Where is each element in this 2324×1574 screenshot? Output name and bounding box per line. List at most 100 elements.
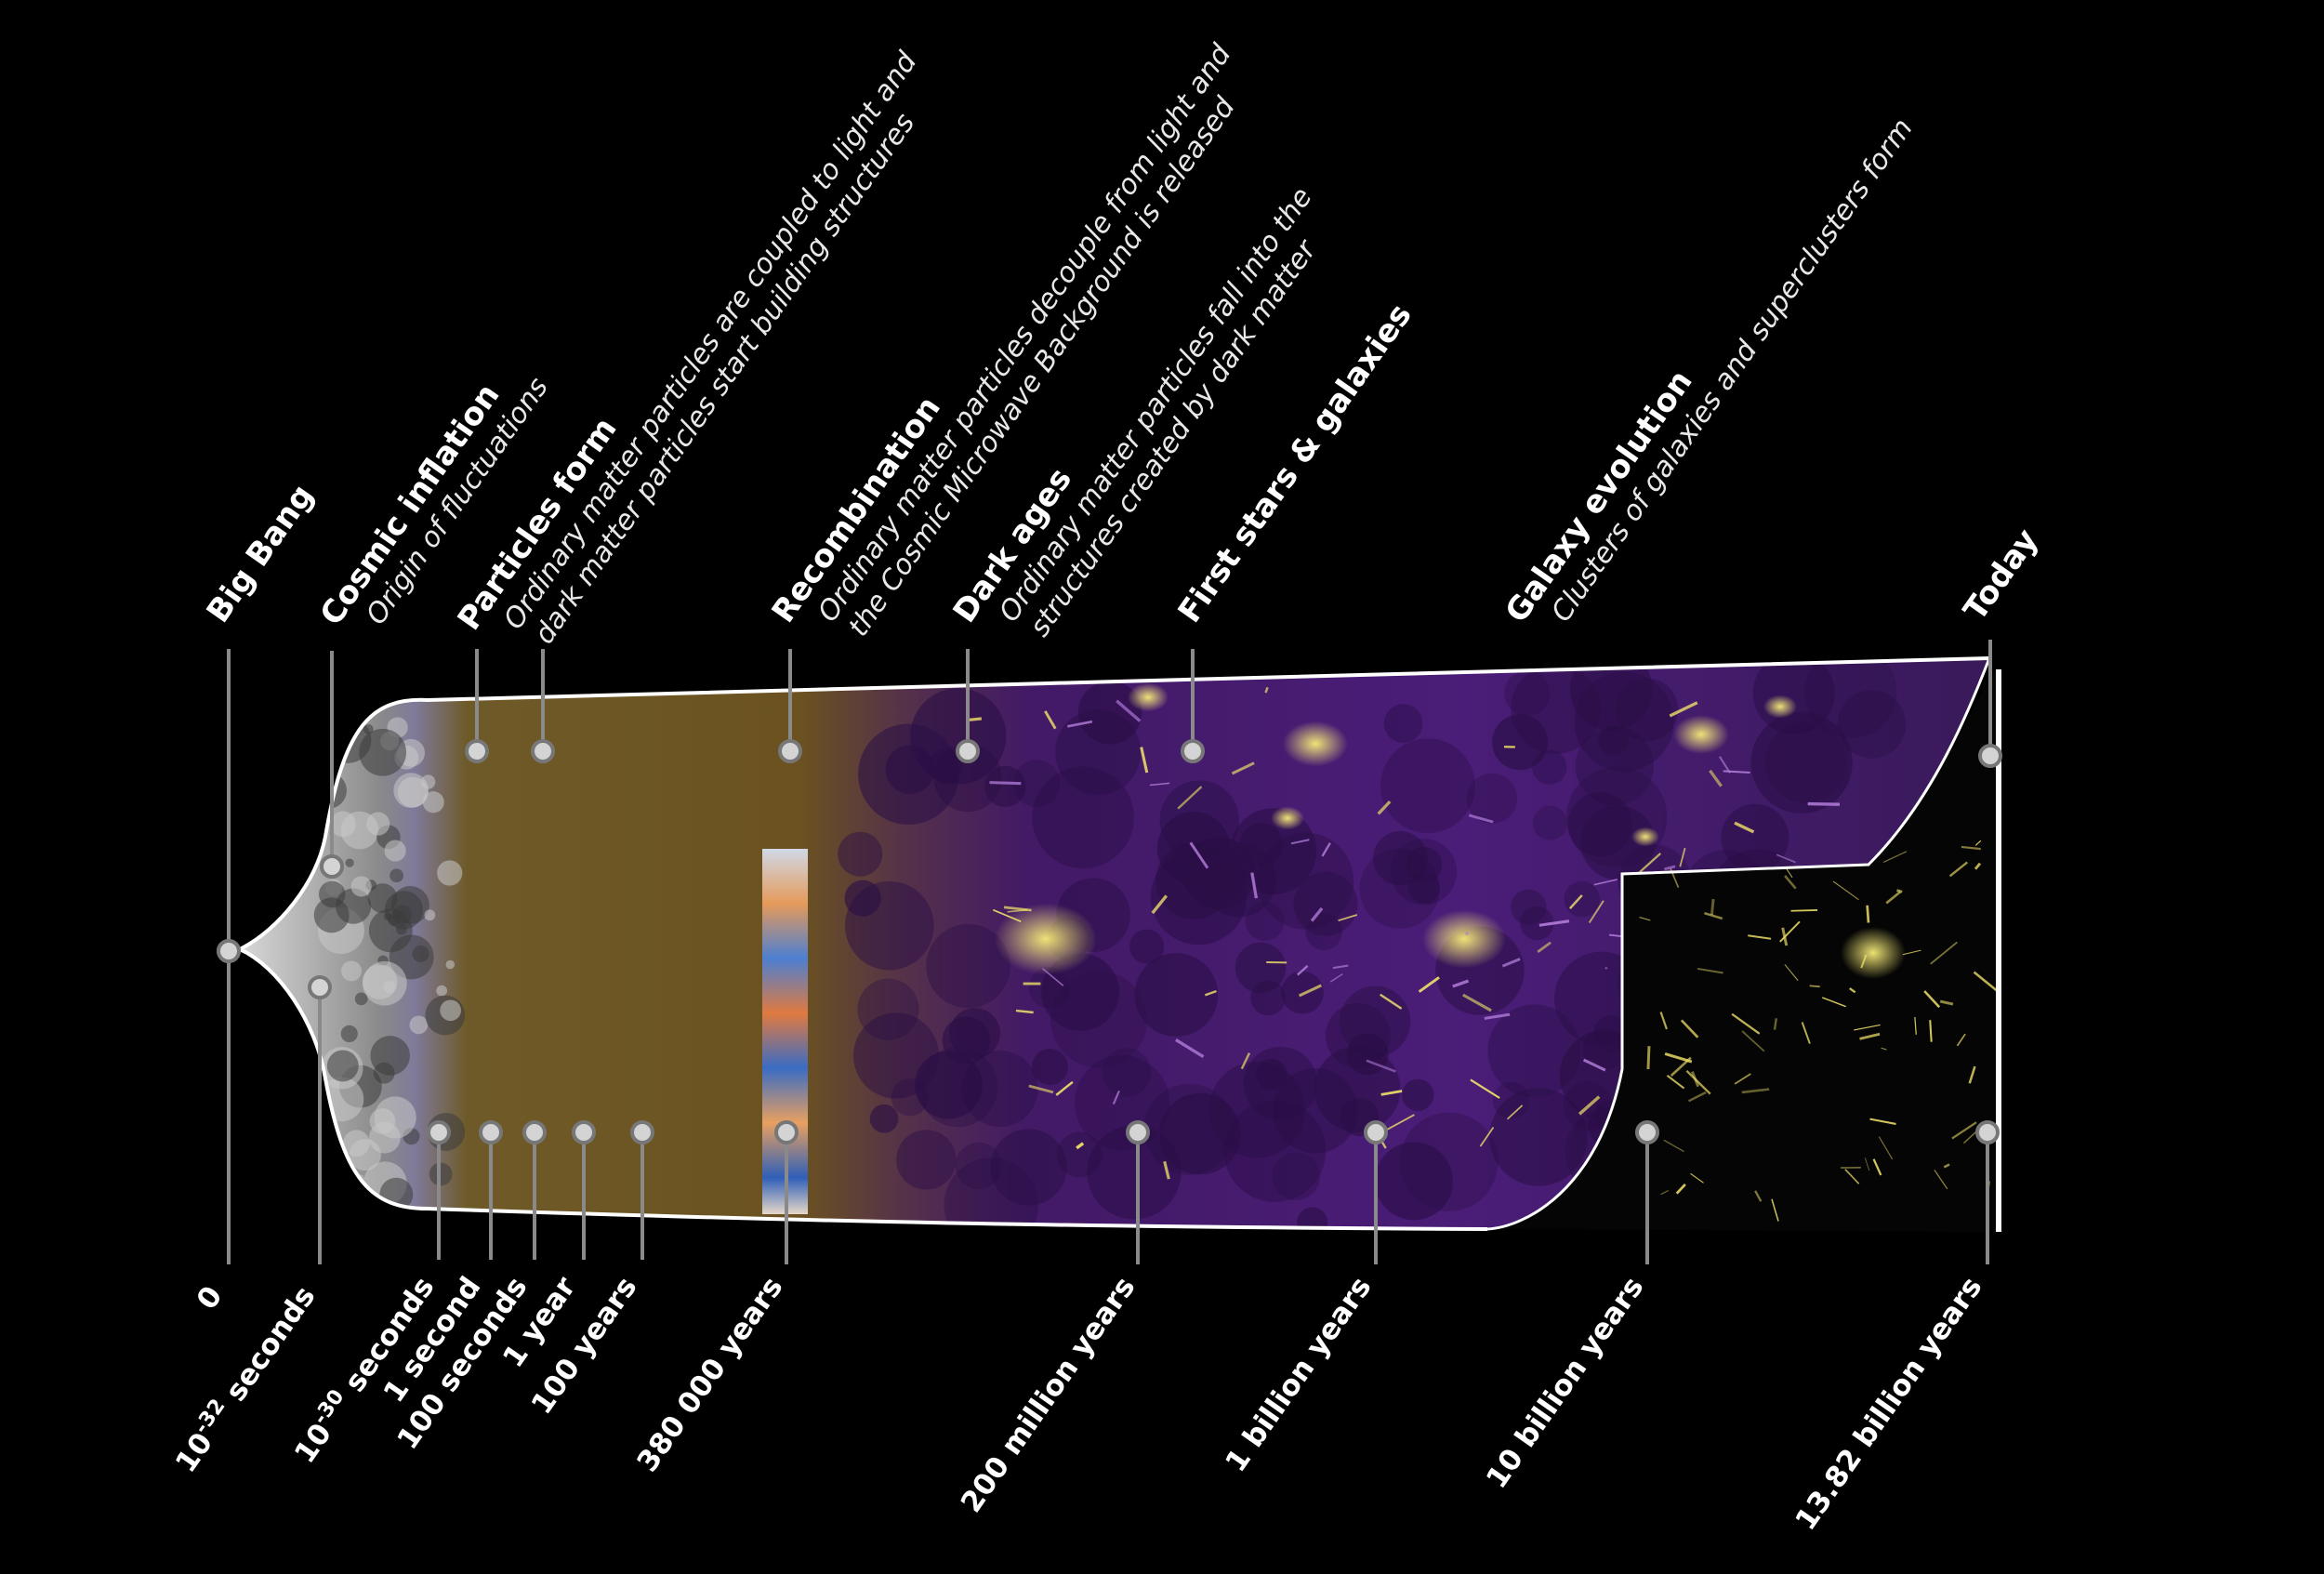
filament xyxy=(1731,1012,1761,1035)
filament xyxy=(1961,845,1981,851)
void xyxy=(869,1104,899,1133)
filament xyxy=(1704,912,1723,920)
filament xyxy=(1974,840,1982,846)
filament xyxy=(1112,1090,1120,1105)
marker-t-380ky xyxy=(774,1120,799,1144)
void xyxy=(955,1142,1002,1190)
bubble xyxy=(370,1036,410,1076)
filament xyxy=(1690,1172,1704,1184)
time-base: 10 xyxy=(169,1427,219,1479)
filament xyxy=(1149,782,1170,787)
filament xyxy=(1338,914,1358,922)
filament xyxy=(1666,1074,1685,1090)
void xyxy=(1201,842,1277,918)
void xyxy=(1032,766,1134,869)
filament xyxy=(1321,842,1331,857)
filament xyxy=(1380,1090,1403,1096)
marker-particles-form xyxy=(465,739,489,763)
bubble xyxy=(367,883,398,914)
time-base: 10 billion years xyxy=(1480,1271,1651,1495)
filament xyxy=(1930,941,1958,965)
void xyxy=(1399,1112,1499,1211)
void xyxy=(1272,1152,1321,1200)
filament xyxy=(992,908,1022,922)
marker-inflation-upper xyxy=(320,854,344,879)
filament xyxy=(1462,993,1492,1012)
filament xyxy=(1076,1142,1085,1150)
filament xyxy=(1140,747,1149,774)
today-filaments xyxy=(1639,840,2001,1222)
void xyxy=(844,880,881,917)
void xyxy=(845,880,934,971)
void xyxy=(1487,1004,1581,1098)
bubble xyxy=(445,959,456,970)
event-title: Big Bang xyxy=(200,478,322,629)
bubble xyxy=(359,728,407,776)
filament xyxy=(1779,920,1801,943)
time-base: 10 xyxy=(288,1418,338,1470)
bubble xyxy=(349,1138,381,1171)
filament xyxy=(1646,1046,1651,1070)
filament xyxy=(1067,720,1093,728)
filament xyxy=(1664,865,1676,871)
marker-t-100y xyxy=(630,1120,654,1144)
timeline-markers xyxy=(217,739,2002,1144)
time-base: 13.82 billion years xyxy=(1789,1271,1988,1537)
filament xyxy=(1688,1091,1707,1103)
filament xyxy=(1537,941,1552,953)
filament xyxy=(1902,949,1921,956)
event-big-bang: Big Bang xyxy=(200,478,322,629)
bubble xyxy=(436,985,448,997)
filament xyxy=(1377,800,1392,815)
time-label-t-380ky: 380 000 years xyxy=(630,1271,789,1478)
bubble xyxy=(363,960,407,1006)
filament xyxy=(1741,1030,1765,1052)
today-edge xyxy=(1996,669,2001,1232)
filament xyxy=(1685,1069,1711,1095)
void xyxy=(1408,872,1440,905)
event-today: Today xyxy=(1957,522,2046,628)
void xyxy=(1314,1046,1401,1132)
filament xyxy=(1578,1095,1601,1116)
filament xyxy=(1593,879,1618,886)
bubble xyxy=(384,840,406,862)
filament xyxy=(1055,1080,1074,1096)
filament xyxy=(1296,964,1309,976)
filament xyxy=(1974,862,1982,870)
filament xyxy=(1790,909,1818,912)
filament xyxy=(1914,1016,1917,1035)
time-label-text: 200 million years xyxy=(955,1271,1142,1519)
bubble xyxy=(318,880,346,908)
bubble xyxy=(437,860,463,886)
filament xyxy=(1163,1160,1170,1180)
time-base: 380 000 years xyxy=(630,1271,789,1478)
filament xyxy=(1934,1170,1948,1190)
void xyxy=(1511,889,1547,925)
bubble xyxy=(341,960,362,982)
filament xyxy=(1298,984,1323,998)
bubble xyxy=(422,791,444,813)
marker-recombination xyxy=(778,739,802,763)
void xyxy=(1305,913,1342,951)
bubble xyxy=(326,1050,359,1082)
void xyxy=(984,765,1026,808)
bubble xyxy=(341,728,353,740)
void xyxy=(1235,942,1287,994)
time-base: 200 million years xyxy=(955,1271,1142,1519)
void xyxy=(1402,1078,1434,1112)
void xyxy=(1243,1046,1318,1121)
void xyxy=(1574,671,1674,772)
time-label-text: 13.82 billion years xyxy=(1789,1271,1988,1537)
bubble xyxy=(366,812,390,836)
filament xyxy=(1470,1078,1500,1099)
void xyxy=(1129,929,1165,964)
filament xyxy=(1028,1084,1054,1094)
leader-lines xyxy=(227,640,1992,1264)
time-label-t-10by: 10 billion years xyxy=(1480,1271,1651,1495)
filament xyxy=(1869,1118,1896,1126)
filament xyxy=(1786,868,1793,879)
filament xyxy=(1710,898,1715,916)
void xyxy=(1031,1048,1068,1086)
filament xyxy=(1175,1038,1205,1059)
